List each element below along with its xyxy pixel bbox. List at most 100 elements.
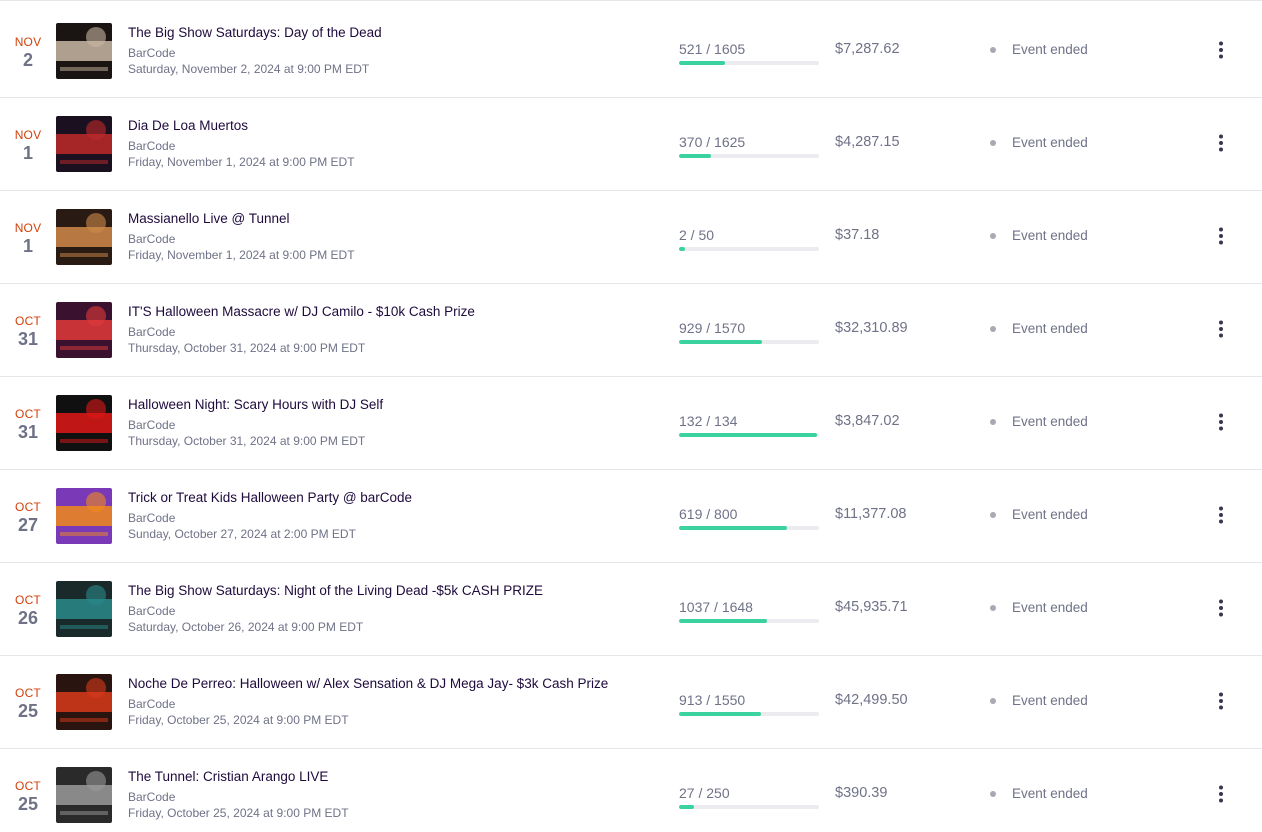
event-gross: $11,377.08 [835, 506, 907, 522]
event-month: OCT [15, 500, 41, 514]
event-status-label: Event ended [1012, 321, 1088, 336]
event-gross: $4,287.15 [835, 134, 900, 150]
tickets-sold: 27 / 250 [679, 784, 819, 809]
event-title[interactable]: The Tunnel: Cristian Arango LIVE [128, 769, 329, 784]
event-title[interactable]: The Big Show Saturdays: Night of the Liv… [128, 583, 543, 598]
more-vertical-icon[interactable] [1206, 593, 1236, 623]
event-info: Trick or Treat Kids Halloween Party @ ba… [128, 488, 648, 542]
event-info: The Big Show Saturdays: Night of the Liv… [128, 581, 648, 635]
event-thumbnail-image [56, 116, 112, 172]
event-thumbnail[interactable] [56, 209, 112, 265]
event-day: 26 [17, 608, 39, 628]
event-thumbnail[interactable] [56, 395, 112, 451]
event-row[interactable]: OCT 26 The Big Show Saturdays: Night of … [0, 563, 1262, 656]
tickets-sold-progress [679, 247, 819, 251]
event-date: OCT 31 [10, 407, 46, 443]
tickets-sold-progress [679, 619, 819, 623]
event-info: Halloween Night: Scary Hours with DJ Sel… [128, 395, 648, 449]
event-datetime: Saturday, November 2, 2024 at 9:00 PM ED… [128, 62, 370, 76]
event-gross: $3,847.02 [835, 413, 900, 429]
event-venue: BarCode [128, 790, 176, 804]
more-vertical-icon[interactable] [1206, 221, 1236, 251]
event-day: 1 [22, 143, 33, 163]
event-thumbnail[interactable] [56, 581, 112, 637]
tickets-sold-count: 132 / 134 [679, 413, 738, 429]
tickets-sold-progress-fill [679, 805, 695, 809]
event-month: OCT [15, 314, 41, 328]
event-title[interactable]: Massianello Live @ Tunnel [128, 211, 290, 226]
event-thumbnail[interactable] [56, 23, 112, 79]
tickets-sold-count: 521 / 1605 [679, 41, 746, 57]
event-status-label: Event ended [1012, 228, 1088, 243]
event-status: Event ended [990, 227, 1088, 245]
tickets-sold-progress [679, 340, 819, 344]
event-row[interactable]: OCT 31 Halloween Night: Scary Hours with… [0, 377, 1262, 470]
more-vertical-icon[interactable] [1206, 35, 1236, 65]
more-vertical-icon[interactable] [1206, 407, 1236, 437]
tickets-sold-count: 929 / 1570 [679, 320, 746, 336]
event-month: OCT [15, 686, 41, 700]
tickets-sold-progress [679, 712, 819, 716]
event-gross: $390.39 [835, 785, 888, 801]
tickets-sold: 2 / 50 [679, 226, 819, 251]
event-thumbnail[interactable] [56, 116, 112, 172]
event-title[interactable]: The Big Show Saturdays: Day of the Dead [128, 25, 382, 40]
more-vertical-icon[interactable] [1206, 686, 1236, 716]
tickets-sold: 929 / 1570 [679, 319, 819, 344]
event-row[interactable]: OCT 25 The Tunnel: Cristian Arango LIVE … [0, 749, 1262, 832]
event-status-label: Event ended [1012, 786, 1088, 801]
event-status: Event ended [990, 785, 1088, 803]
event-row[interactable]: NOV 1 Dia De Loa Muertos BarCode Friday,… [0, 98, 1262, 191]
event-venue: BarCode [128, 46, 176, 60]
event-status-label: Event ended [1012, 507, 1088, 522]
tickets-sold-progress-fill [679, 247, 685, 251]
event-title[interactable]: Dia De Loa Muertos [128, 118, 249, 133]
tickets-sold: 913 / 1550 [679, 691, 819, 716]
event-venue: BarCode [128, 325, 176, 339]
event-thumbnail[interactable] [56, 767, 112, 823]
event-thumbnail[interactable] [56, 488, 112, 544]
event-datetime: Thursday, October 31, 2024 at 9:00 PM ED… [128, 434, 366, 448]
event-day: 2 [22, 50, 33, 70]
event-date: OCT 27 [10, 500, 46, 536]
event-month: OCT [15, 593, 41, 607]
event-row[interactable]: OCT 31 IT'S Halloween Massacre w/ DJ Cam… [0, 284, 1262, 377]
tickets-sold-progress [679, 61, 819, 65]
event-row[interactable]: NOV 1 Massianello Live @ Tunnel BarCode … [0, 191, 1262, 284]
event-info: IT'S Halloween Massacre w/ DJ Camilo - $… [128, 302, 648, 356]
event-date: OCT 25 [10, 686, 46, 722]
event-row[interactable]: NOV 2 The Big Show Saturdays: Day of the… [0, 5, 1262, 98]
event-gross: $32,310.89 [835, 320, 908, 336]
event-status: Event ended [990, 320, 1088, 338]
event-thumbnail-image [56, 302, 112, 358]
event-thumbnail[interactable] [56, 674, 112, 730]
tickets-sold-progress [679, 526, 819, 530]
event-thumbnail[interactable] [56, 302, 112, 358]
event-title[interactable]: IT'S Halloween Massacre w/ DJ Camilo - $… [128, 304, 475, 319]
status-dot-icon [990, 233, 996, 239]
event-title[interactable]: Trick or Treat Kids Halloween Party @ ba… [128, 490, 413, 505]
event-status-label: Event ended [1012, 693, 1088, 708]
event-title[interactable]: Halloween Night: Scary Hours with DJ Sel… [128, 397, 384, 412]
event-thumbnail-image [56, 23, 112, 79]
more-vertical-icon[interactable] [1206, 500, 1236, 530]
more-vertical-icon[interactable] [1206, 128, 1236, 158]
event-info: Dia De Loa Muertos BarCode Friday, Novem… [128, 116, 648, 170]
tickets-sold-count: 27 / 250 [679, 785, 730, 801]
more-vertical-icon[interactable] [1206, 314, 1236, 344]
more-vertical-icon[interactable] [1206, 779, 1236, 809]
event-title[interactable]: Noche De Perreo: Halloween w/ Alex Sensa… [128, 676, 609, 691]
event-date: OCT 25 [10, 779, 46, 815]
event-date: OCT 26 [10, 593, 46, 629]
event-day: 31 [17, 329, 39, 349]
event-day: 25 [17, 794, 39, 814]
event-row[interactable]: OCT 25 Noche De Perreo: Halloween w/ Ale… [0, 656, 1262, 749]
event-row[interactable]: OCT 27 Trick or Treat Kids Halloween Par… [0, 470, 1262, 563]
event-venue: BarCode [128, 232, 176, 246]
event-info: Massianello Live @ Tunnel BarCode Friday… [128, 209, 648, 263]
event-gross: $37.18 [835, 227, 880, 243]
event-day: 1 [22, 236, 33, 256]
tickets-sold-progress-fill [679, 619, 768, 623]
event-gross: $42,499.50 [835, 692, 908, 708]
